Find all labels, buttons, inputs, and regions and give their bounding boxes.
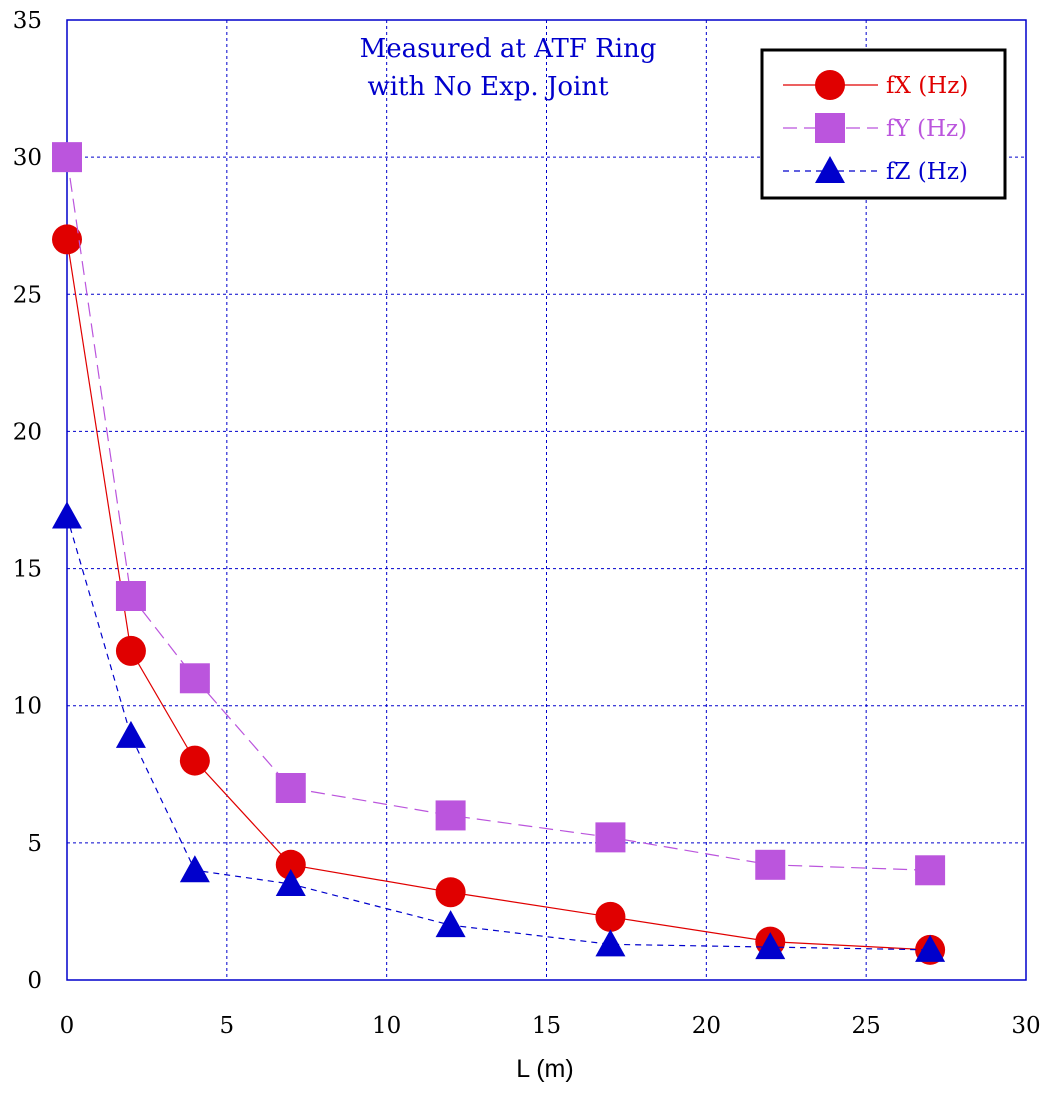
title-line-2: with No Exp. Joint [367,72,609,102]
legend-entry: fZ (Hz) [783,156,968,185]
legend: fX (Hz) fY (Hz) fZ (Hz) [760,48,1007,200]
series-3 [52,501,946,962]
data-point [52,142,82,173]
legend-label: fX (Hz) [886,73,968,99]
data-point [755,932,786,960]
data-point [275,849,306,880]
y-tick-label: 20 [13,419,42,445]
data-point [435,877,466,908]
legend-label: fY (Hz) [886,116,967,142]
plot-area-frame [66,19,1027,981]
data-point [435,800,466,831]
x-tick-label: 10 [372,1013,401,1039]
data-point [915,934,946,962]
data-point [755,849,786,880]
x-tick-label: 5 [220,1013,235,1039]
x-tick-label: 0 [60,1013,75,1039]
data-point [815,70,845,100]
data-point [115,581,146,611]
data-point [115,720,146,748]
data-point [52,501,82,529]
y-tick-label: 0 [27,968,42,994]
series-line [66,516,931,951]
series-line [66,239,931,951]
x-tick-label: 15 [532,1013,561,1039]
chart-title: Measured at ATF Ring with No Exp. Joint [360,34,657,102]
data-point [595,929,626,957]
data-point [179,745,210,776]
title-line-1: Measured at ATF Ring [360,34,657,64]
data-point [275,869,306,896]
legend-entry: fY (Hz) [783,113,967,143]
x-tick-label: 30 [1011,1013,1040,1039]
x-axis-title: L (m) [516,1055,573,1083]
data-point [595,901,626,932]
data-point [52,224,82,255]
data-point [815,113,845,143]
y-tick-label: 5 [27,831,42,857]
data-point [915,855,946,886]
data-point [595,822,626,853]
data-point [815,156,845,183]
data-point [179,663,210,694]
series-1 [52,224,946,965]
y-tick-label: 15 [13,557,42,583]
data-point [435,910,466,938]
x-axis-ticks: 0 5 10 15 20 25 30 [60,1013,1041,1039]
data-point [275,773,306,803]
x-tick-label: 25 [852,1013,881,1039]
series-2 [52,142,946,886]
legend-entry: fX (Hz) [783,70,968,100]
y-axis-ticks: 0 5 10 15 20 25 30 35 [13,8,42,994]
y-tick-label: 10 [13,694,42,720]
series-layer [52,142,946,965]
legend-box [760,48,1007,200]
legend-label: fZ (Hz) [886,159,968,185]
y-tick-label: 35 [13,8,42,34]
y-tick-label: 30 [13,145,42,171]
y-tick-label: 25 [13,282,42,308]
data-point [115,635,146,666]
x-tick-label: 20 [692,1013,721,1039]
data-point [179,855,210,883]
